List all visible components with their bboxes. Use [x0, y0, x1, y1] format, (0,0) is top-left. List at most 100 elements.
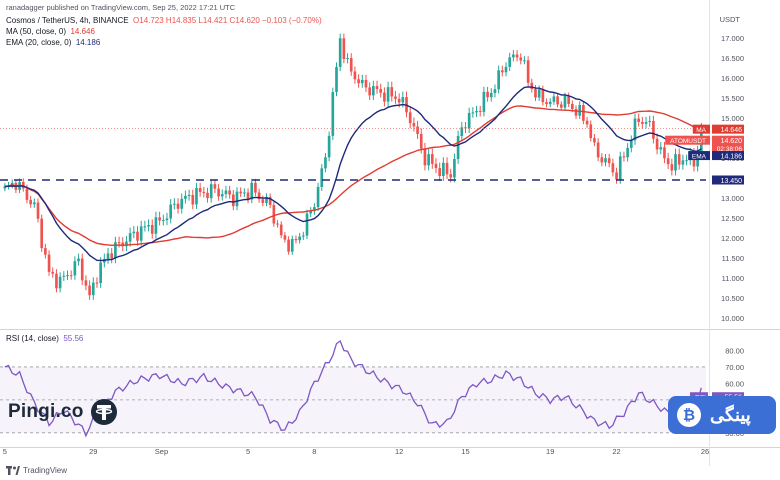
legend-ema-value: 14.186: [75, 38, 101, 47]
candle-body: [184, 195, 187, 199]
candle-body: [246, 192, 250, 200]
candle-body: [176, 203, 180, 209]
ma-price-tag-value-box: [712, 124, 744, 134]
candle-body: [585, 120, 589, 125]
legend-ema-line[interactable]: EMA (20, close, 0) 14.186: [6, 38, 100, 47]
candle-body: [475, 110, 478, 113]
legend-ma-value: 14.646: [70, 27, 95, 36]
legend-rsi-value: 55.56: [63, 334, 84, 343]
candle-body: [143, 226, 147, 228]
candle-body: [430, 154, 434, 164]
price-tick-label: 11.500: [722, 254, 744, 263]
candle-body: [659, 147, 663, 150]
candle-body: [530, 82, 534, 89]
candle-body: [213, 184, 217, 189]
candle-body: [375, 86, 379, 90]
candle-body: [412, 123, 416, 127]
candle-body: [611, 163, 615, 173]
legend-ma-line[interactable]: MA (50, close, 0) 14.646: [6, 27, 95, 36]
candle-body: [88, 285, 91, 296]
candle-body: [309, 211, 313, 214]
candle-body: [58, 276, 62, 289]
price-tick-label: 10.000: [721, 314, 744, 323]
candle-body: [187, 195, 191, 196]
pingi-watermark: Pingi.co: [8, 398, 118, 426]
candle-body: [419, 133, 423, 149]
price-tick-label: 13.000: [721, 194, 744, 203]
ema-price-tag-label: EMA: [692, 154, 707, 161]
candle-body: [327, 135, 331, 158]
candle-body: [445, 162, 449, 175]
candle-body: [353, 71, 357, 80]
candle-body: [139, 226, 143, 241]
candle-body: [302, 235, 305, 237]
candle-body: [40, 218, 44, 249]
candle-body: [228, 190, 231, 195]
candle-body: [331, 92, 335, 136]
candle-body: [626, 147, 629, 158]
last-price-tag-label: ATOMUSDT: [670, 138, 706, 145]
candle-body: [298, 236, 301, 241]
tether-icon: [90, 399, 117, 425]
legend-ohlc: O14.723 H14.835 L14.421 C14.620 −0.103 (…: [133, 16, 322, 25]
price-tick-label: 12.000: [721, 234, 744, 243]
candle-body: [674, 154, 677, 171]
candle-body: [3, 186, 7, 189]
candle-body: [346, 58, 349, 60]
candle-body: [55, 273, 58, 289]
candle-body: [357, 79, 360, 84]
price-tick-label: 12.500: [721, 214, 744, 223]
candle-body: [386, 87, 390, 102]
candle-body: [324, 157, 327, 169]
candle-body: [316, 187, 320, 208]
candle-body: [489, 93, 493, 98]
support-price-tag-value: 13.450: [721, 178, 743, 185]
publisher-line: ranadagger published on TradingView.com,…: [6, 3, 236, 12]
candle-body: [84, 280, 88, 286]
candle-body: [641, 122, 644, 124]
candle-body: [91, 282, 95, 296]
price-tick-label: 16.000: [721, 74, 744, 83]
candle-body: [114, 242, 117, 259]
candle-body: [220, 194, 224, 197]
candle-body: [390, 87, 394, 97]
candle-body: [571, 103, 574, 109]
legend-symbol[interactable]: Cosmos / TetherUS, 4h, BINANCE: [6, 16, 129, 25]
candle-body: [677, 154, 681, 165]
candle-body: [154, 217, 158, 234]
candle-body: [195, 188, 198, 205]
candle-body: [467, 112, 471, 129]
time-tick-label: 29: [89, 447, 97, 456]
legend-rsi-line[interactable]: RSI (14, close) 55.56: [6, 334, 83, 343]
candle-body: [666, 158, 670, 165]
last-price-tag-label-box: [665, 135, 710, 145]
candle-body: [453, 159, 456, 178]
candle-body: [460, 127, 464, 137]
price-tick-label: 11.000: [722, 274, 744, 283]
candle-body: [217, 188, 220, 197]
candle-body: [158, 217, 161, 221]
candle-body: [132, 231, 136, 234]
candle-body: [202, 191, 206, 193]
candle-body: [268, 196, 272, 205]
candle-body: [125, 241, 128, 247]
candle-body: [652, 120, 655, 139]
candle-body: [629, 140, 633, 148]
candle-body: [95, 282, 99, 284]
candle-body: [173, 203, 176, 205]
candle-body: [29, 199, 32, 205]
candle-body: [276, 223, 279, 225]
candle-body: [198, 188, 202, 192]
currency-label: USDT: [720, 15, 741, 24]
ema-price-tag-label-box: [688, 151, 710, 161]
candle-body: [257, 192, 261, 200]
candle-body: [556, 96, 559, 105]
candle-body: [335, 66, 338, 93]
candle-body: [36, 202, 40, 219]
candle-body: [427, 154, 430, 166]
candle-body: [493, 89, 497, 94]
rsi-tick-label: 60.00: [725, 379, 744, 388]
candle-body: [147, 225, 150, 227]
time-tick-label: 26: [701, 447, 709, 456]
